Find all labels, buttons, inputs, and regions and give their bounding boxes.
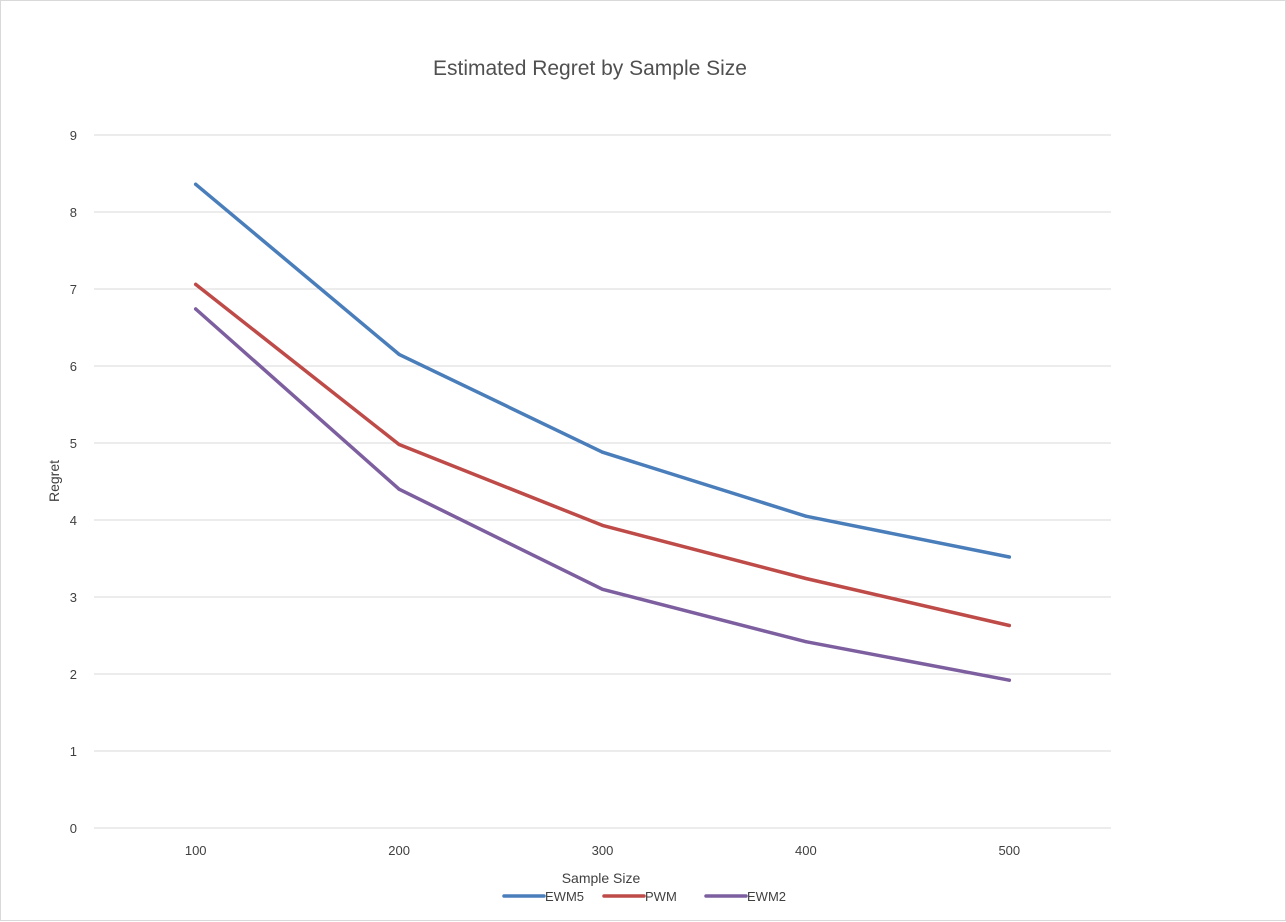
x-axis-title: Sample Size <box>562 870 641 886</box>
data-point <box>600 523 605 527</box>
x-tick-label: 200 <box>388 843 410 858</box>
data-point <box>1007 623 1011 628</box>
data-point <box>194 182 198 186</box>
data-point <box>1007 555 1011 559</box>
series-line-ewm2 <box>193 307 1012 682</box>
y-axis-title: Regret <box>46 460 62 502</box>
legend-label: EWM5 <box>545 889 584 904</box>
y-tick-label: 9 <box>70 128 77 143</box>
y-tick-label: 1 <box>70 744 77 759</box>
y-tick-label: 0 <box>70 821 77 836</box>
data-point <box>397 352 401 357</box>
y-tick-label: 2 <box>70 667 77 682</box>
y-tick-label: 5 <box>70 436 77 451</box>
series-line-ewm5 <box>193 182 1012 559</box>
legend-item: EWM2 <box>704 889 786 904</box>
data-point <box>194 282 198 286</box>
data-point <box>804 640 808 644</box>
y-axis-ticks: 0 1 2 3 4 5 6 7 8 9 <box>70 128 77 836</box>
x-tick-label: 300 <box>592 843 614 858</box>
legend-label: PWM <box>645 889 677 904</box>
y-tick-label: 7 <box>70 282 77 297</box>
legend: EWM5 PWM EWM2 <box>502 889 786 904</box>
y-tick-label: 3 <box>70 590 77 605</box>
data-point <box>397 442 401 447</box>
chart-title: Estimated Regret by Sample Size <box>433 57 747 80</box>
data-point <box>194 307 198 311</box>
y-tick-label: 4 <box>70 513 77 528</box>
x-tick-label: 400 <box>795 843 817 858</box>
data-point <box>804 514 808 518</box>
x-axis-ticks: 100 200 300 400 500 <box>185 843 1020 858</box>
y-tick-label: 6 <box>70 359 77 374</box>
data-point <box>600 450 605 454</box>
gridlines <box>94 134 1111 829</box>
data-point <box>397 487 401 491</box>
legend-label: EWM2 <box>747 889 786 904</box>
x-tick-label: 100 <box>185 843 207 858</box>
legend-item: PWM <box>602 889 677 904</box>
x-tick-label: 500 <box>998 843 1020 858</box>
data-point <box>600 587 605 591</box>
data-point <box>1007 678 1011 682</box>
data-point <box>804 576 808 581</box>
series-line-pwm <box>193 282 1012 628</box>
series-lines <box>193 182 1012 682</box>
legend-item: EWM5 <box>502 889 584 904</box>
y-tick-label: 8 <box>70 205 77 220</box>
